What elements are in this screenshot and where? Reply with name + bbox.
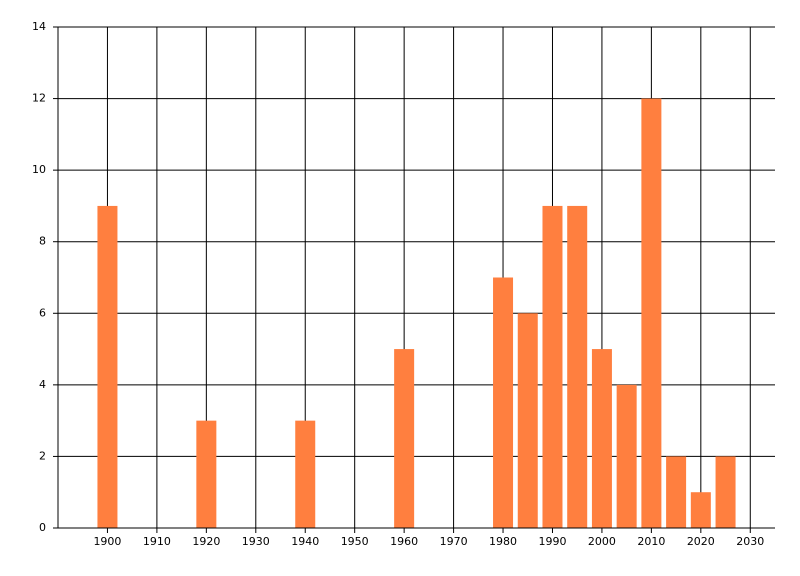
bar	[542, 205, 563, 528]
x-tick-label: 1960	[390, 535, 418, 548]
x-tick-label: 2000	[588, 535, 616, 548]
bar	[517, 313, 538, 528]
y-tick-label: 6	[39, 306, 46, 319]
y-tick-label: 8	[39, 235, 46, 248]
y-tick-label: 10	[32, 163, 46, 176]
x-tick-label: 2030	[736, 535, 764, 548]
x-tick-label: 1990	[538, 535, 566, 548]
x-tick-label: 1920	[192, 535, 220, 548]
bar	[196, 420, 217, 528]
y-tick-label: 12	[32, 92, 46, 105]
x-tick-label: 1910	[143, 535, 171, 548]
bar	[666, 456, 687, 528]
x-tick-label: 2010	[637, 535, 665, 548]
y-tick-label: 2	[39, 449, 46, 462]
bar	[715, 456, 736, 528]
bar	[493, 277, 514, 528]
x-tick-label: 1970	[440, 535, 468, 548]
x-tick-label: 2020	[687, 535, 715, 548]
bar	[394, 349, 415, 528]
bar	[641, 98, 662, 529]
x-tick-label: 1900	[93, 535, 121, 548]
y-tick-label: 0	[39, 521, 46, 534]
bar	[591, 349, 612, 528]
x-tick-label: 1980	[489, 535, 517, 548]
bar	[690, 492, 711, 528]
y-tick-label: 4	[39, 378, 46, 391]
x-tick-label: 1950	[341, 535, 369, 548]
y-tick-label: 14	[32, 20, 46, 33]
x-tick-label: 1930	[242, 535, 270, 548]
bar	[97, 205, 118, 528]
bar	[616, 384, 637, 528]
x-tick-label: 1940	[291, 535, 319, 548]
bar	[295, 420, 316, 528]
bar	[567, 205, 588, 528]
